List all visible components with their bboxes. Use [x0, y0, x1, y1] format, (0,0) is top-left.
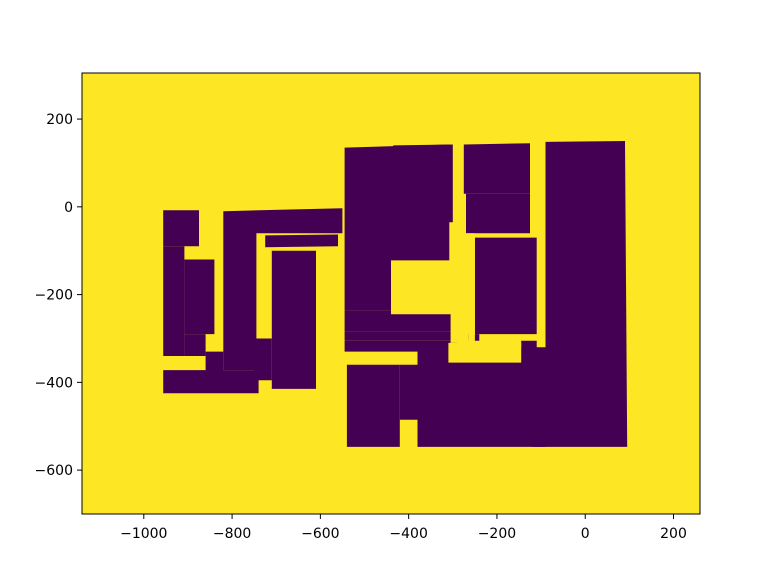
occupied-region: [521, 340, 537, 363]
occupied-region: [271, 250, 316, 389]
x-tick-label: −400: [389, 526, 427, 542]
free-region: [468, 233, 475, 348]
y-tick-label: −200: [35, 288, 73, 304]
occupied-region: [344, 310, 458, 332]
occupied-region: [417, 347, 546, 447]
free-region: [448, 342, 522, 363]
occupied-region: [346, 364, 400, 447]
x-tick-label: −1000: [120, 526, 167, 542]
free-region: [450, 233, 469, 343]
occupied-region: [184, 334, 206, 356]
x-tick-label: −200: [478, 526, 516, 542]
y-tick-label: −400: [35, 375, 73, 391]
occupied-region: [466, 193, 530, 234]
occupied-region: [399, 364, 418, 420]
y-tick-label: 200: [46, 112, 73, 128]
x-tick-label: −800: [213, 526, 251, 542]
occupied-region: [184, 259, 215, 335]
occupied-region: [205, 351, 224, 372]
x-axis: −1000 −800 −600 −400 −200 0 200: [120, 514, 687, 542]
occupied-region: [163, 210, 199, 247]
occupied-region: [223, 208, 343, 371]
y-tick-label: 0: [64, 200, 73, 216]
occupied-region: [463, 143, 530, 194]
occupied-region: [344, 340, 458, 352]
y-axis: 200 0 −200 −400 −600: [35, 112, 82, 479]
occupied-region: [474, 237, 537, 335]
occupied-region: [254, 338, 272, 381]
plot-area: [82, 73, 700, 514]
occupied-region: [265, 234, 338, 248]
free-region: [391, 260, 458, 315]
occupied-region: [163, 370, 259, 394]
x-tick-label: 200: [660, 526, 687, 542]
x-tick-label: 0: [581, 526, 590, 542]
plot-frame: [81, 72, 701, 515]
occupied-region: [545, 141, 628, 447]
occupied-region: [344, 331, 458, 341]
y-tick-label: −600: [35, 463, 73, 479]
occupied-region: [163, 246, 185, 356]
x-tick-label: −600: [301, 526, 339, 542]
occupied-region: [393, 144, 453, 223]
